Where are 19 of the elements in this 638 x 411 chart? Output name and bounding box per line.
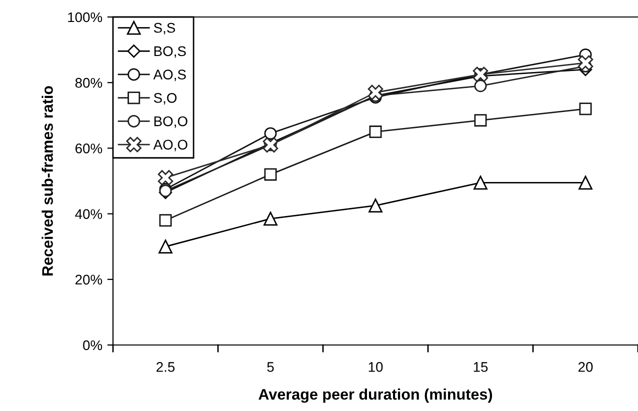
legend-label: S,O — [154, 93, 177, 104]
x-tick-label: 2.5 — [156, 362, 175, 372]
y-tick-label: 0% — [83, 340, 102, 350]
y-tick-label: 80% — [75, 78, 102, 88]
y-tick-label: 100% — [68, 12, 102, 22]
x-tick-label: 5 — [267, 362, 274, 372]
legend-label: AO,O — [153, 140, 188, 152]
x-tick-label: 10 — [368, 362, 383, 372]
y-tick-label: 60% — [75, 144, 102, 154]
x-tick-label: 20 — [578, 362, 593, 372]
legend-label: AO,S — [153, 70, 186, 82]
y-tick-label: 20% — [75, 274, 102, 285]
legend-label: BO,O — [154, 116, 188, 128]
x-axis-title: Average peer duration (minutes) — [258, 388, 492, 403]
y-axis-title: Received sub-frames ratio — [42, 86, 53, 276]
x-tick-label: 15 — [474, 362, 488, 372]
y-tick-label: 40% — [75, 209, 102, 219]
legend-label: S,S — [154, 22, 176, 34]
legend-label: BO,S — [154, 46, 186, 58]
